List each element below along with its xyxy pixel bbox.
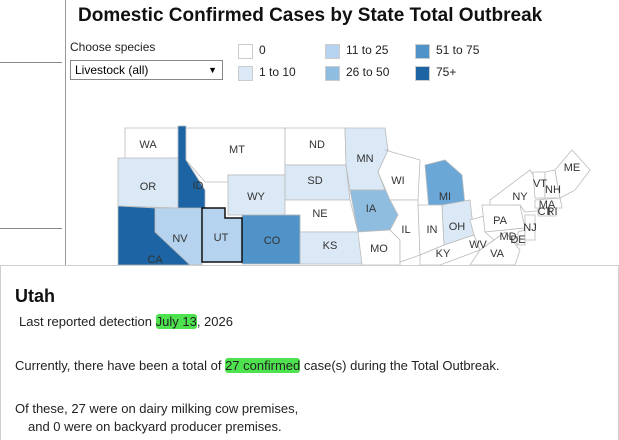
legend-label: 75+ <box>436 65 457 79</box>
divider <box>65 0 66 265</box>
highlight: 27 confirmed <box>225 358 301 373</box>
state-label: OR <box>140 181 157 193</box>
legend-swatch <box>415 66 430 81</box>
state <box>517 229 526 246</box>
state-label: KY <box>436 248 451 260</box>
state-label: OH <box>449 221 466 233</box>
legend-swatch <box>415 44 430 59</box>
tooltip: Utah Last reported detection July 13, 20… <box>0 265 619 440</box>
state <box>117 205 191 265</box>
total-line: Currently, there have been a total of 27… <box>15 358 499 373</box>
state-label: KS <box>323 240 338 252</box>
legend-label: 26 to 50 <box>346 65 390 79</box>
state <box>489 169 546 213</box>
state-label: MD <box>499 231 516 243</box>
state-label: CT <box>538 206 553 218</box>
state-label: UT <box>214 232 229 244</box>
species-dropdown[interactable]: Livestock (all) ▼ <box>70 60 223 80</box>
text: and 0 were on backyard producer premises… <box>28 419 282 434</box>
state-label: RI <box>547 206 558 218</box>
divider <box>0 62 62 63</box>
legend-label: 0 <box>259 43 266 57</box>
legend-label: 11 to 25 <box>346 43 389 57</box>
state-label: WV <box>469 239 487 251</box>
state-label: NH <box>545 184 561 196</box>
state-label: ME <box>564 162 581 174</box>
legend-label: 1 to 10 <box>259 65 296 79</box>
state-label: MI <box>439 191 451 203</box>
state-label: MO <box>370 243 388 255</box>
map: WA OR ID MT WY ND SD NE KS CO NV UT CA MN IA WI MI MO IL IN… <box>117 125 591 265</box>
state <box>201 207 243 263</box>
divider <box>0 228 62 229</box>
state-label: NY <box>512 191 528 203</box>
tooltip-state: Utah <box>15 286 55 306</box>
text: Of these, 27 were on dairy milking cow p… <box>15 401 299 416</box>
state <box>484 227 526 246</box>
state <box>534 197 563 209</box>
state-label: IA <box>366 203 377 215</box>
state-label: IN <box>427 224 438 236</box>
state-label: NV <box>172 233 188 245</box>
legend-label: 51 to 75 <box>436 43 480 57</box>
state-label: SD <box>307 175 322 187</box>
detection-line: Last reported detection July 13, 2026 <box>19 314 233 329</box>
state-label: PA <box>493 215 508 227</box>
state-label: VT <box>533 178 547 190</box>
state-label: VA <box>490 248 505 260</box>
state <box>554 149 591 199</box>
legend-swatch <box>238 44 253 59</box>
text: Last reported detection <box>19 314 152 329</box>
state-label: CO <box>264 235 281 247</box>
highlight: July 13 <box>155 314 197 329</box>
text: , 2026 <box>196 314 233 329</box>
text: case(s) during the Total Outbreak. <box>303 358 500 373</box>
title: Domestic Confirmed Cases by State Total … <box>78 5 543 26</box>
legend-swatch <box>325 44 340 59</box>
state-label: WY <box>247 191 265 203</box>
state-label: NJ <box>523 222 536 234</box>
dropdown-value: Livestock (all) <box>75 63 149 77</box>
legend-swatch <box>325 66 340 81</box>
state-label: WI <box>391 175 404 187</box>
state-label: NE <box>312 208 327 220</box>
text: Currently, there have been a total of <box>15 358 222 373</box>
state-label: DE <box>510 234 525 246</box>
state-label: ND <box>309 139 325 151</box>
state-label: CA <box>147 254 163 265</box>
state-label: MT <box>229 144 245 156</box>
filter-label: Choose species <box>70 40 156 54</box>
state-label: MN <box>356 153 373 165</box>
legend-swatch <box>238 66 253 81</box>
state-label: IL <box>401 224 410 236</box>
state-label: ID <box>193 180 204 192</box>
state-label: MA <box>539 199 556 211</box>
state <box>524 214 536 241</box>
dropdown-arrow: ▼ <box>208 65 217 75</box>
state-label: WA <box>139 139 157 151</box>
